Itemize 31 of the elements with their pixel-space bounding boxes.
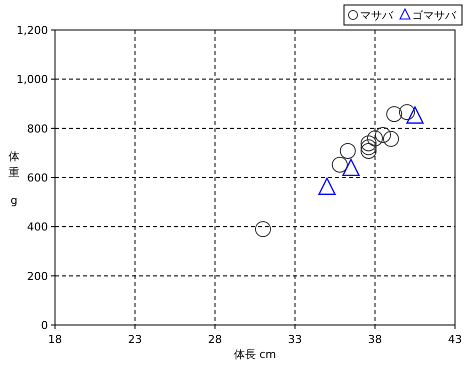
x-tick-label: 33 bbox=[288, 333, 302, 346]
point bbox=[383, 130, 399, 147]
y-tick-label: 0 bbox=[41, 319, 48, 332]
y-tick-label: 600 bbox=[27, 172, 48, 184]
x-tick-label: 38 bbox=[368, 333, 382, 346]
legend-label: ゴマサバ bbox=[412, 9, 457, 22]
x-tick-label: 43 bbox=[448, 333, 462, 346]
x-tick-label: 28 bbox=[208, 333, 222, 346]
point bbox=[360, 139, 377, 156]
x-axis-title: 体長 cm bbox=[234, 348, 276, 361]
legend-label: マサバ bbox=[360, 9, 394, 22]
point bbox=[399, 104, 415, 120]
point bbox=[318, 178, 336, 195]
text: 体重 g bbox=[8, 150, 20, 207]
y-tick-label: 1,000 bbox=[16, 73, 48, 86]
y-tick-label: 400 bbox=[27, 220, 48, 234]
point bbox=[406, 106, 424, 124]
point bbox=[360, 135, 377, 152]
x-tick-label: 18 bbox=[48, 333, 62, 346]
y-tick-label: 800 bbox=[27, 122, 48, 136]
point bbox=[360, 142, 377, 159]
point bbox=[375, 126, 391, 143]
point bbox=[342, 158, 360, 176]
point bbox=[367, 130, 383, 146]
y-tick-label: 200 bbox=[27, 270, 48, 283]
point bbox=[386, 106, 402, 122]
point bbox=[255, 221, 271, 238]
y-tick-label: 1,200 bbox=[16, 24, 48, 37]
x-tick-label: 23 bbox=[128, 333, 142, 346]
point bbox=[340, 142, 356, 159]
point bbox=[332, 156, 348, 173]
